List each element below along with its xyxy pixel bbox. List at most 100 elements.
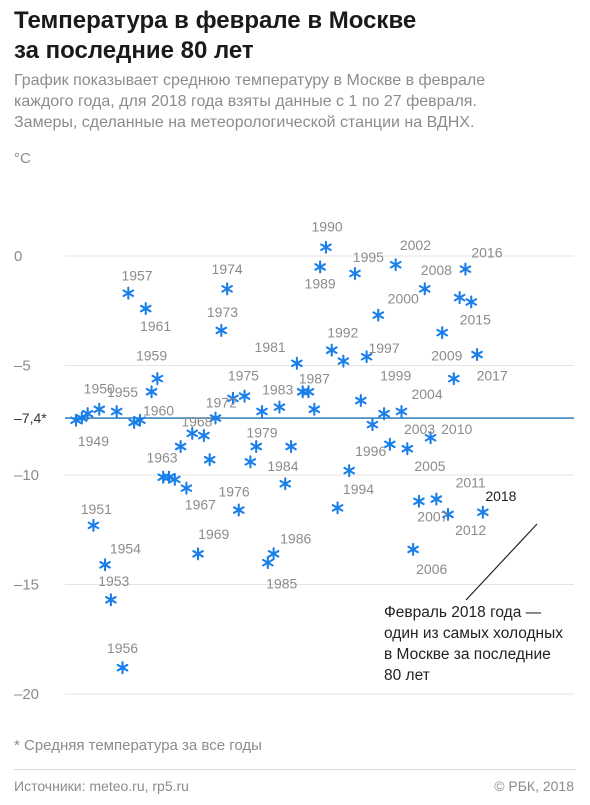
data-point (291, 356, 303, 370)
data-point (418, 282, 431, 296)
data-point (244, 455, 257, 469)
data-point (354, 393, 367, 408)
chart-title: Температура в феврале в Москве за послед… (14, 6, 574, 66)
year-label: 1960 (143, 402, 174, 418)
sources: Источники: meteo.ru, rp5.ru (14, 778, 189, 794)
year-label: 2010 (441, 421, 472, 437)
average-label: –7,4* (14, 410, 47, 426)
year-label: 1951 (81, 501, 112, 517)
data-point (157, 470, 170, 484)
data-point (296, 385, 309, 399)
subtitle-line-3: Замеры, сделанные на метеорологической с… (14, 114, 475, 131)
data-point (134, 413, 146, 427)
data-point (465, 295, 478, 309)
data-point (430, 492, 443, 506)
data-point (139, 302, 152, 316)
subtitle-line-1: График показывает среднюю температуру в … (14, 72, 486, 89)
data-point (215, 323, 228, 338)
data-point (238, 389, 251, 403)
year-label: 1956 (107, 640, 138, 656)
year-label: 2015 (460, 312, 491, 328)
year-label: 1972 (206, 395, 237, 411)
year-label: 2006 (416, 561, 447, 577)
data-point (105, 593, 117, 607)
data-point (389, 258, 402, 272)
year-label: 2016 (471, 245, 502, 261)
data-point (250, 439, 263, 454)
data-point (168, 472, 181, 486)
year-label: 2003 (404, 421, 435, 437)
title-line-2: за последние 80 лет (14, 37, 254, 64)
year-label: 1973 (207, 304, 238, 320)
data-point (320, 240, 332, 254)
year-label: 1950 (84, 380, 115, 396)
data-point (360, 350, 373, 364)
y-tick-label: –15 (14, 577, 39, 594)
data-point (424, 431, 437, 445)
year-label: 1984 (267, 458, 298, 474)
year-label: 1996 (355, 443, 386, 459)
data-point (366, 418, 379, 432)
data-point (302, 385, 315, 399)
data-point (384, 437, 396, 451)
year-label: 1967 (185, 497, 216, 513)
data-point (401, 442, 414, 456)
y-tick-label: –10 (14, 467, 39, 484)
data-point (279, 477, 292, 491)
y-tick-label: 0 (14, 248, 22, 265)
year-label: 2002 (400, 237, 431, 253)
year-label: 1999 (380, 367, 411, 383)
year-label: 2012 (455, 522, 486, 538)
year-label: 1954 (110, 540, 141, 556)
data-point (151, 372, 164, 386)
year-label: 1975 (228, 367, 259, 383)
data-point (395, 404, 408, 419)
year-label: 1994 (343, 481, 374, 497)
footer-divider (14, 769, 576, 770)
year-label: 1976 (219, 483, 250, 499)
copyright: © РБК, 2018 (494, 778, 574, 794)
data-point (308, 402, 321, 416)
year-label: 2011 (456, 475, 486, 491)
year-label: 1974 (212, 261, 243, 277)
data-point (192, 547, 204, 561)
data-point (442, 507, 454, 521)
annotation-text: один из самых холодных (384, 625, 563, 642)
data-point (477, 505, 489, 519)
year-label: 1957 (121, 268, 152, 284)
data-point (413, 494, 425, 508)
annotation-leader (465, 523, 538, 601)
data-point (87, 518, 100, 532)
data-point (436, 326, 449, 340)
year-label: 2004 (411, 386, 442, 402)
data-point (378, 407, 390, 421)
subtitle-line-2: каждого года, для 2018 года взяты данные… (14, 93, 477, 110)
year-label: 2005 (414, 458, 445, 474)
data-point (261, 556, 274, 570)
data-point (99, 558, 111, 572)
data-point (145, 385, 158, 399)
data-point (227, 391, 239, 405)
data-point (174, 439, 187, 454)
year-label: 1986 (280, 531, 311, 547)
annotation-text: Февраль 2018 года — (384, 604, 542, 621)
year-label: 1959 (136, 348, 167, 364)
data-point (186, 426, 199, 440)
annotation-text: 80 лет (384, 667, 430, 684)
year-label: 2000 (388, 291, 419, 307)
data-point (221, 282, 233, 296)
year-label: 1968 (181, 413, 212, 429)
data-point (256, 404, 268, 419)
annotation-text: в Москве за последние (384, 646, 551, 663)
year-label: 1983 (262, 382, 293, 398)
data-point (209, 411, 222, 425)
year-label: 2007 (417, 509, 448, 525)
year-label: 2017 (477, 367, 508, 383)
data-point (232, 503, 245, 517)
year-label: 1963 (146, 449, 177, 465)
year-label: 1990 (312, 218, 343, 234)
year-label: 1981 (255, 339, 286, 355)
year-label: 1955 (107, 384, 138, 400)
data-point (372, 308, 385, 322)
data-point (343, 464, 356, 478)
